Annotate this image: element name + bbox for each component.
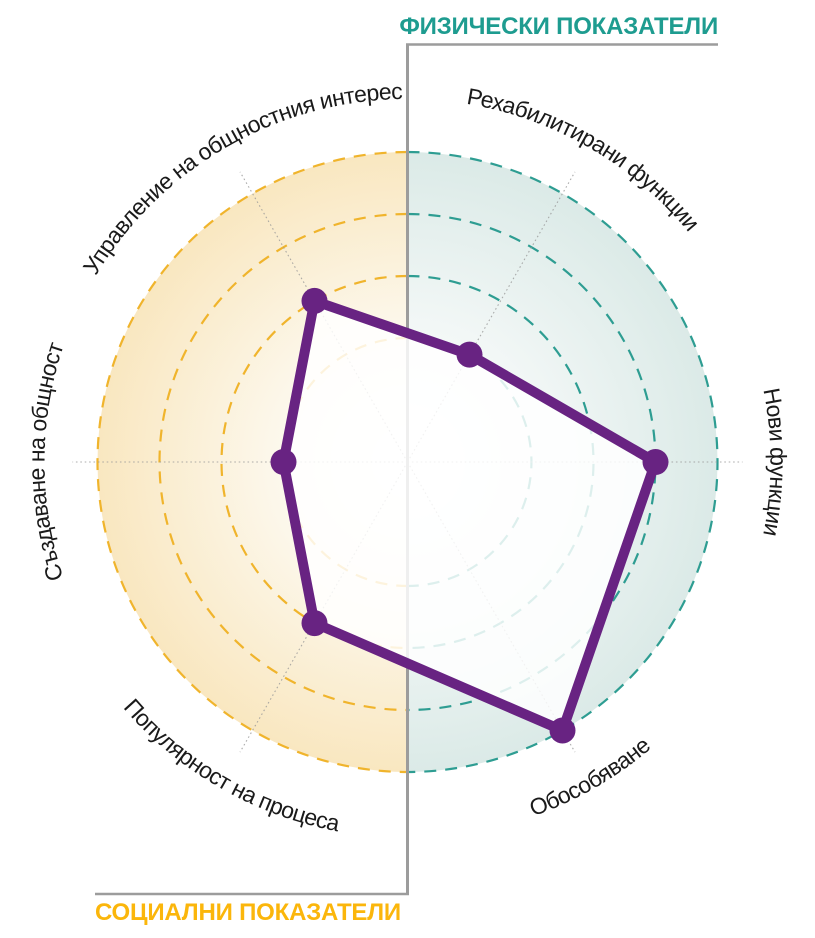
axis-label-0: Нови функции xyxy=(758,386,791,538)
axis-label-3: Създаване на общност xyxy=(23,338,68,584)
grid-ring-social-5 xyxy=(96,150,408,774)
data-point-2 xyxy=(301,287,328,314)
data-point-4 xyxy=(301,610,328,637)
axis-label-5: Обособяване xyxy=(526,732,655,821)
social-indicators-title: СОЦИАЛНИ ПОКАЗАТЕЛИ xyxy=(95,899,401,926)
data-point-1 xyxy=(456,341,483,368)
data-point-3 xyxy=(270,449,297,475)
data-point-0 xyxy=(642,449,669,475)
axis-line-60 xyxy=(407,171,576,463)
physical-indicators-title: ФИЗИЧЕСКИ ПОКАЗАТЕЛИ xyxy=(399,13,718,40)
data-point-5 xyxy=(549,717,576,744)
